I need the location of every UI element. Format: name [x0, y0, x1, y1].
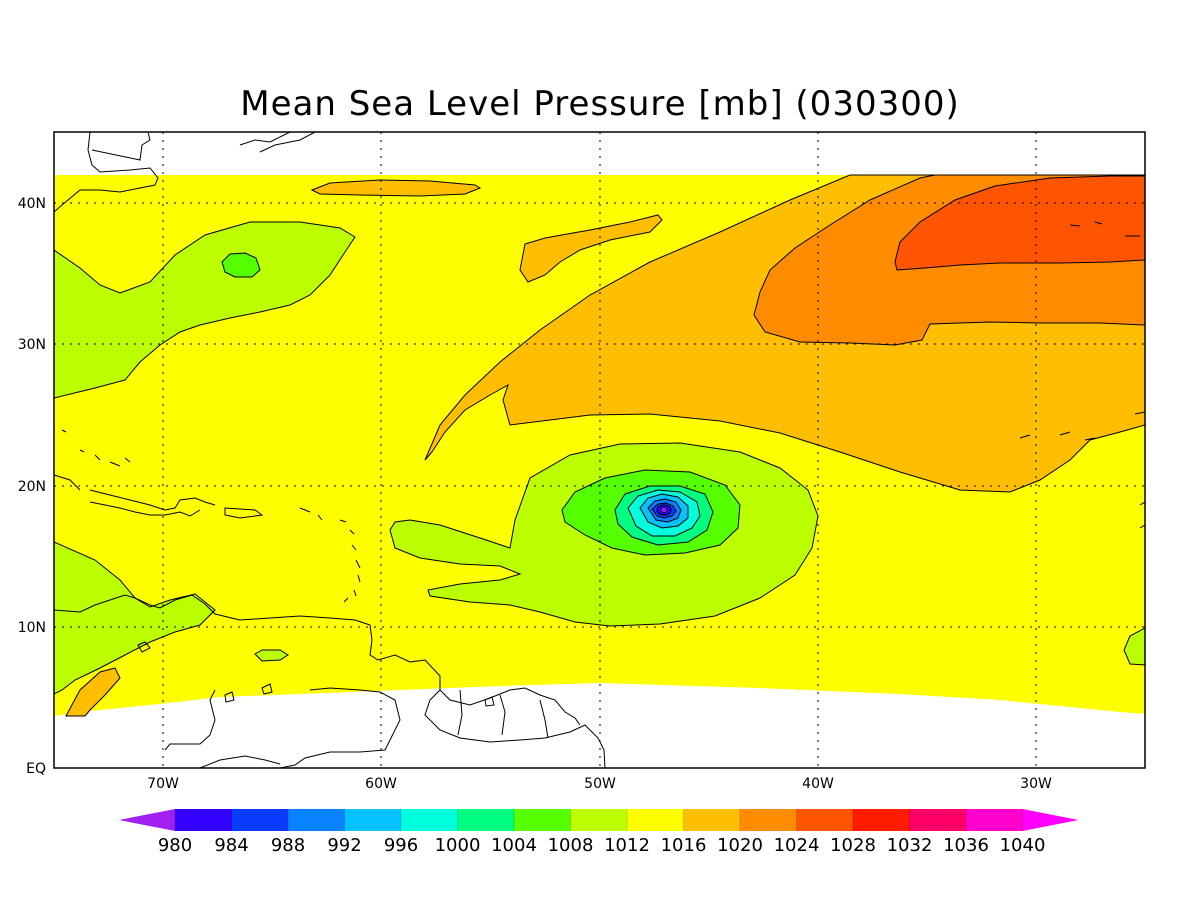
colorbar-level-label: 988: [271, 835, 305, 856]
colorbar-level-label: 1020: [717, 835, 763, 856]
lat-tick-label: 30N: [18, 337, 46, 353]
pressure-fill-1008-1012-coast: [54, 541, 216, 695]
colorbar-swatch: [570, 809, 628, 831]
colorbar-level-label: 1008: [548, 835, 594, 856]
colorbar-swatch: [853, 809, 910, 831]
lat-tick-label: 10N: [18, 620, 46, 636]
longitude-axis: 70W 60W 50W 40W 30W: [147, 776, 1052, 792]
pressure-fill-1016-1020-north: [310, 179, 482, 197]
colorbar-level-label: 1028: [830, 835, 876, 856]
pressure-fill-1008-1012-small: [254, 649, 289, 662]
colorbar-level-label: 996: [384, 835, 418, 856]
lat-tick-label: EQ: [26, 761, 46, 777]
pressure-fill-1008-1012-west: [54, 221, 356, 399]
colorbar-arrow-low: [119, 809, 175, 831]
colorbar: 980 984 988 992 996 1000 1004 1008 1012 1016 1020 1…: [119, 809, 1079, 856]
colorbar-swatch: [966, 809, 1023, 831]
map-plot-area: [54, 132, 1145, 768]
colorbar-swatch: [909, 809, 967, 831]
latitude-axis: 40N 30N 20N 10N EQ: [18, 196, 46, 777]
lon-tick-label: 60W: [365, 776, 397, 792]
colorbar-swatch: [683, 809, 741, 831]
pressure-fill-below-980: [660, 507, 668, 513]
plot-frame: [53, 131, 1146, 769]
colorbar-swatch: [740, 809, 797, 831]
chart-title: Mean Sea Level Pressure [mb] (030300): [240, 84, 960, 124]
pressure-fill-1016-1020-streak: [519, 214, 663, 283]
graticule: [54, 132, 1145, 768]
lon-tick-label: 40W: [802, 776, 834, 792]
colorbar-swatch: [457, 809, 515, 831]
lat-tick-label: 40N: [18, 196, 46, 212]
colorbar-level-label: 1000: [435, 835, 481, 856]
colorbar-level-label: 1012: [604, 835, 650, 856]
coastlines: [54, 132, 1145, 768]
colorbar-swatch: [231, 809, 289, 831]
colorbar-level-label: 1040: [1000, 835, 1046, 856]
pressure-fill-1016-1020-sw: [65, 667, 121, 717]
colorbar-level-label: 980: [158, 835, 192, 856]
colorbar-level-label: 984: [214, 835, 248, 856]
colorbar-swatch: [344, 809, 402, 831]
colorbar-level-label: 1032: [887, 835, 933, 856]
lon-tick-label: 70W: [147, 776, 179, 792]
colorbar-swatch: [514, 809, 571, 831]
colorbar-swatch: [288, 809, 345, 831]
colorbar-swatch: [627, 809, 684, 831]
colorbar-level-label: 1024: [774, 835, 820, 856]
colorbar-level-label: 1016: [661, 835, 707, 856]
colorbar-swatch: [175, 809, 232, 831]
colorbar-level-label: 1036: [943, 835, 989, 856]
colorbar-level-label: 992: [327, 835, 361, 856]
colorbar-swatch: [796, 809, 854, 831]
colorbar-level-label: 1004: [491, 835, 537, 856]
pressure-fill-1004-1008-small: [221, 252, 261, 278]
pressure-fill-1008-1012-east: [1123, 627, 1145, 666]
lon-tick-label: 30W: [1020, 776, 1052, 792]
pressure-fill-1024-1028: [894, 175, 1145, 271]
colorbar-arrow-high: [1022, 809, 1079, 831]
colorbar-swatch: [401, 809, 458, 831]
lon-tick-label: 50W: [584, 776, 616, 792]
lat-tick-label: 20N: [18, 479, 46, 495]
